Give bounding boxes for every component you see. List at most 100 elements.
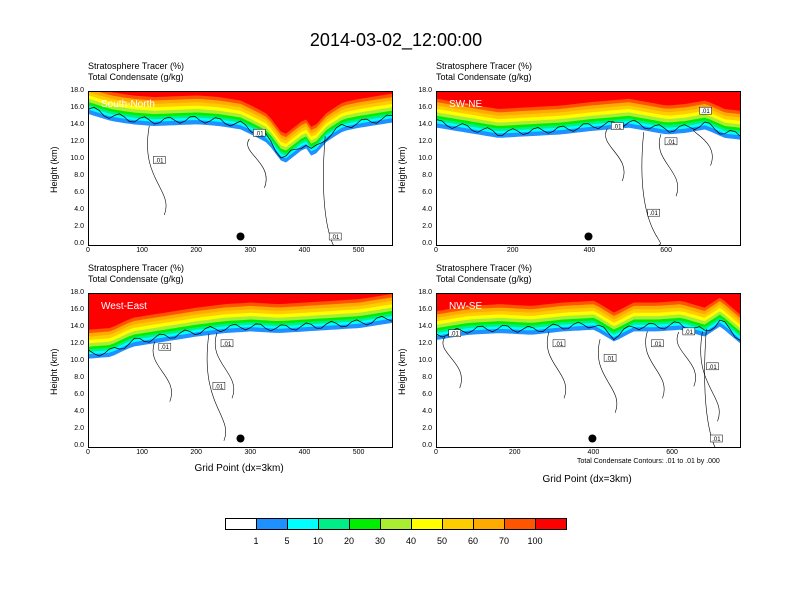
y-tick-label: 12.0 xyxy=(70,340,84,347)
y-tick-label: 2.0 xyxy=(74,425,84,432)
y-tick-label: 2.0 xyxy=(422,223,432,230)
contour-label: .01 xyxy=(223,342,232,348)
contour-label: .01 xyxy=(685,330,694,336)
contour-label: .01 xyxy=(712,437,721,443)
tracer-band-10 xyxy=(89,92,392,134)
contour-label: .01 xyxy=(701,109,710,115)
y-tick-label: 14.0 xyxy=(70,121,84,128)
colorbar-label: 40 xyxy=(405,536,416,546)
y-tick-label: 8.0 xyxy=(74,374,84,381)
contour-label-box xyxy=(153,156,166,164)
contour-line xyxy=(323,136,341,245)
contour-line xyxy=(442,336,462,389)
tracer-band-10 xyxy=(437,92,740,111)
colorbar-label: 5 xyxy=(284,536,290,546)
contour-label: .01 xyxy=(331,235,340,241)
y-tick-label: 8.0 xyxy=(422,172,432,179)
y-tick-label: 18.0 xyxy=(418,289,432,296)
y-tick-label: 0.0 xyxy=(422,240,432,247)
plot-area-0: .01 .01 .01 South-North xyxy=(88,91,393,246)
contour-label-box xyxy=(682,327,696,336)
contour-label: .01 xyxy=(255,131,264,137)
y-tick-label: 4.0 xyxy=(422,206,432,213)
contour-label: .01 xyxy=(653,342,662,348)
heatmap-svg: .01 .01 .01 West-East xyxy=(89,294,392,443)
contour-label-box xyxy=(158,342,172,351)
colorbar-label: 10 xyxy=(312,536,323,546)
colorbar-swatch xyxy=(504,518,536,530)
location-marker xyxy=(584,232,593,241)
y-axis-label: Height (km) xyxy=(49,145,59,193)
y-tick-label: 6.0 xyxy=(422,189,432,196)
condensate-contour xyxy=(89,315,392,357)
x-tick-label: 500 xyxy=(352,449,365,456)
heatmap-svg: .01 .01 .01 South-North xyxy=(89,92,392,245)
contour-label: .01 xyxy=(650,211,659,217)
y-tick-label: 16.0 xyxy=(418,104,432,111)
y-axis-label: Height (km) xyxy=(397,145,407,193)
contour-label: .01 xyxy=(215,384,224,390)
x-tick-label: 0 xyxy=(434,247,438,254)
y-tick-label: 0.0 xyxy=(74,442,84,449)
contour-label: .01 xyxy=(451,332,460,338)
x-axis-label: Grid Point (dx=3km) xyxy=(542,474,632,485)
colorbar-swatch xyxy=(473,518,505,530)
colorbar-swatch xyxy=(442,518,474,530)
x-tick-label: 400 xyxy=(298,449,311,456)
colorbar-label: 30 xyxy=(374,536,385,546)
main-title: 2014-03-02_12:00:00 xyxy=(309,30,483,50)
colorbar-swatch xyxy=(349,518,381,530)
colorbar-swatch xyxy=(256,518,288,530)
field-label-2: Total Condensate (g/kg) xyxy=(436,274,532,284)
colorbar-swatch xyxy=(411,518,443,530)
x-tick-label: 300 xyxy=(244,449,257,456)
contour-label: .01 xyxy=(613,125,622,131)
y-axis-label: Height (km) xyxy=(397,347,407,395)
y-tick-label: 18.0 xyxy=(70,289,84,296)
contour-label: .01 xyxy=(708,365,717,371)
colorbar-swatch xyxy=(535,518,567,530)
contour-line xyxy=(147,125,167,216)
y-tick-label: 2.0 xyxy=(74,223,84,230)
contour-line xyxy=(206,333,226,441)
contour-label-box xyxy=(552,339,566,348)
field-label-2: Total Condensate (g/kg) xyxy=(88,72,184,82)
colorbar-label: 60 xyxy=(467,536,478,546)
plot-area-2: .01 .01 .01 West-East xyxy=(88,293,393,448)
y-tick-label: 16.0 xyxy=(418,306,432,313)
contour-line xyxy=(605,128,625,182)
field-label-1: Stratosphere Tracer (%) xyxy=(436,61,533,71)
x-tick-label: 600 xyxy=(660,247,672,254)
field-label-2: Total Condensate (g/kg) xyxy=(88,274,184,284)
x-tick-label: 200 xyxy=(506,247,519,254)
y-tick-label: 14.0 xyxy=(418,323,432,330)
y-tick-label: 10.0 xyxy=(70,155,84,162)
contour-label-box xyxy=(647,208,660,217)
panel-label: NW-SE xyxy=(449,301,482,312)
y-tick-label: 12.0 xyxy=(418,340,432,347)
y-tick-label: 14.0 xyxy=(418,121,432,128)
y-tick-label: 12.0 xyxy=(70,138,84,145)
y-tick-label: 12.0 xyxy=(418,138,432,145)
x-tick-label: 100 xyxy=(136,449,148,456)
location-marker xyxy=(236,232,245,241)
x-tick-label: 300 xyxy=(244,247,257,254)
contour-line xyxy=(247,138,267,188)
colorbar-label: 20 xyxy=(343,536,354,546)
panel-label: South-North xyxy=(101,99,155,110)
x-tick-label: 0 xyxy=(86,449,90,456)
contour-line xyxy=(152,341,172,402)
contour-label: .01 xyxy=(161,345,170,351)
contour-label-box xyxy=(699,106,712,115)
contour-label-box xyxy=(603,354,617,362)
x-tick-label: 400 xyxy=(298,247,311,254)
y-tick-label: 10.0 xyxy=(70,357,84,364)
field-label-1: Stratosphere Tracer (%) xyxy=(88,61,185,71)
contour-line xyxy=(693,129,713,166)
panel-label: West-East xyxy=(101,301,147,312)
x-tick-label: 200 xyxy=(508,449,521,456)
x-tick-label: 200 xyxy=(190,247,203,254)
condensate-contour xyxy=(437,119,740,137)
contour-label: .01 xyxy=(555,342,564,348)
condensate-contour xyxy=(89,106,392,159)
